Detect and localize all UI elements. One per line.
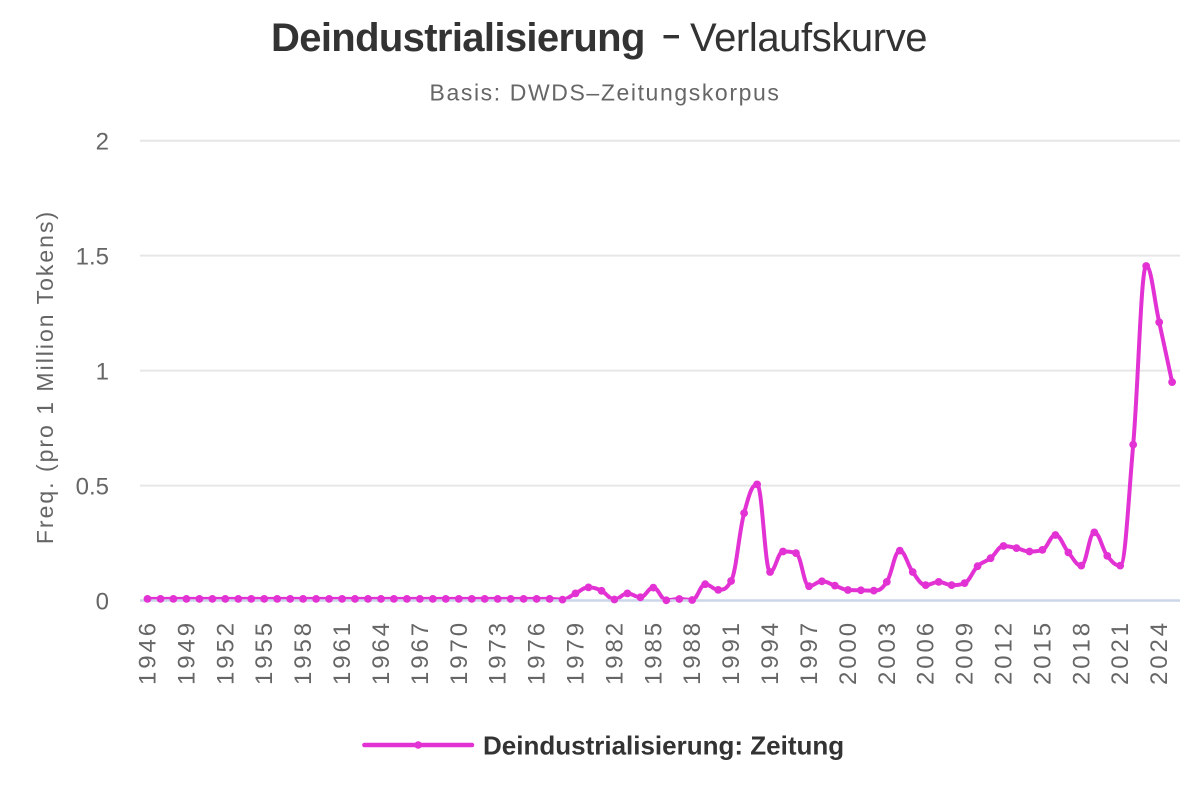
svg-text:0.5: 0.5 (76, 474, 109, 501)
svg-text:2024: 2024 (1146, 620, 1173, 685)
svg-text:1967: 1967 (407, 620, 434, 685)
svg-text:1964: 1964 (368, 620, 395, 685)
svg-text:2009: 2009 (952, 620, 979, 685)
svg-text:Freq. (pro 1 Million Tokens): Freq. (pro 1 Million Tokens) (32, 210, 58, 544)
svg-text:1952: 1952 (212, 620, 239, 685)
svg-text:1973: 1973 (485, 620, 512, 685)
svg-text:Verlaufskurve: Verlaufskurve (690, 16, 927, 60)
svg-text:1970: 1970 (446, 620, 473, 685)
svg-text:Basis: DWDS–Zeitungskorpus: Basis: DWDS–Zeitungskorpus (430, 80, 781, 106)
svg-text:1979: 1979 (563, 620, 590, 685)
svg-text:1958: 1958 (290, 620, 317, 685)
svg-text:2015: 2015 (1029, 620, 1056, 685)
svg-text:1994: 1994 (757, 620, 784, 685)
svg-text:2003: 2003 (874, 620, 901, 685)
svg-text:2: 2 (96, 129, 109, 156)
svg-text:1976: 1976 (524, 620, 551, 685)
svg-text:2018: 2018 (1068, 620, 1095, 685)
svg-text:0: 0 (96, 589, 109, 616)
svg-text:1949: 1949 (173, 620, 200, 685)
svg-text:2012: 2012 (991, 620, 1018, 685)
svg-text:1982: 1982 (601, 620, 628, 685)
svg-text:1985: 1985 (640, 620, 667, 685)
svg-text:1946: 1946 (135, 620, 162, 685)
svg-text:1988: 1988 (679, 620, 706, 685)
svg-text:1955: 1955 (251, 620, 278, 685)
svg-text:Deindustrialisierung: Zeitung: Deindustrialisierung: Zeitung (483, 731, 844, 761)
svg-text:1961: 1961 (329, 620, 356, 685)
svg-text:1: 1 (96, 359, 109, 386)
svg-text:2000: 2000 (835, 620, 862, 685)
svg-text:2021: 2021 (1107, 620, 1134, 685)
svg-text:Deindustrialisierung: Deindustrialisierung (271, 16, 645, 60)
svg-text:1991: 1991 (718, 620, 745, 685)
svg-text:2006: 2006 (913, 620, 940, 685)
svg-text:1997: 1997 (796, 620, 823, 685)
svg-text:1.5: 1.5 (76, 244, 109, 271)
